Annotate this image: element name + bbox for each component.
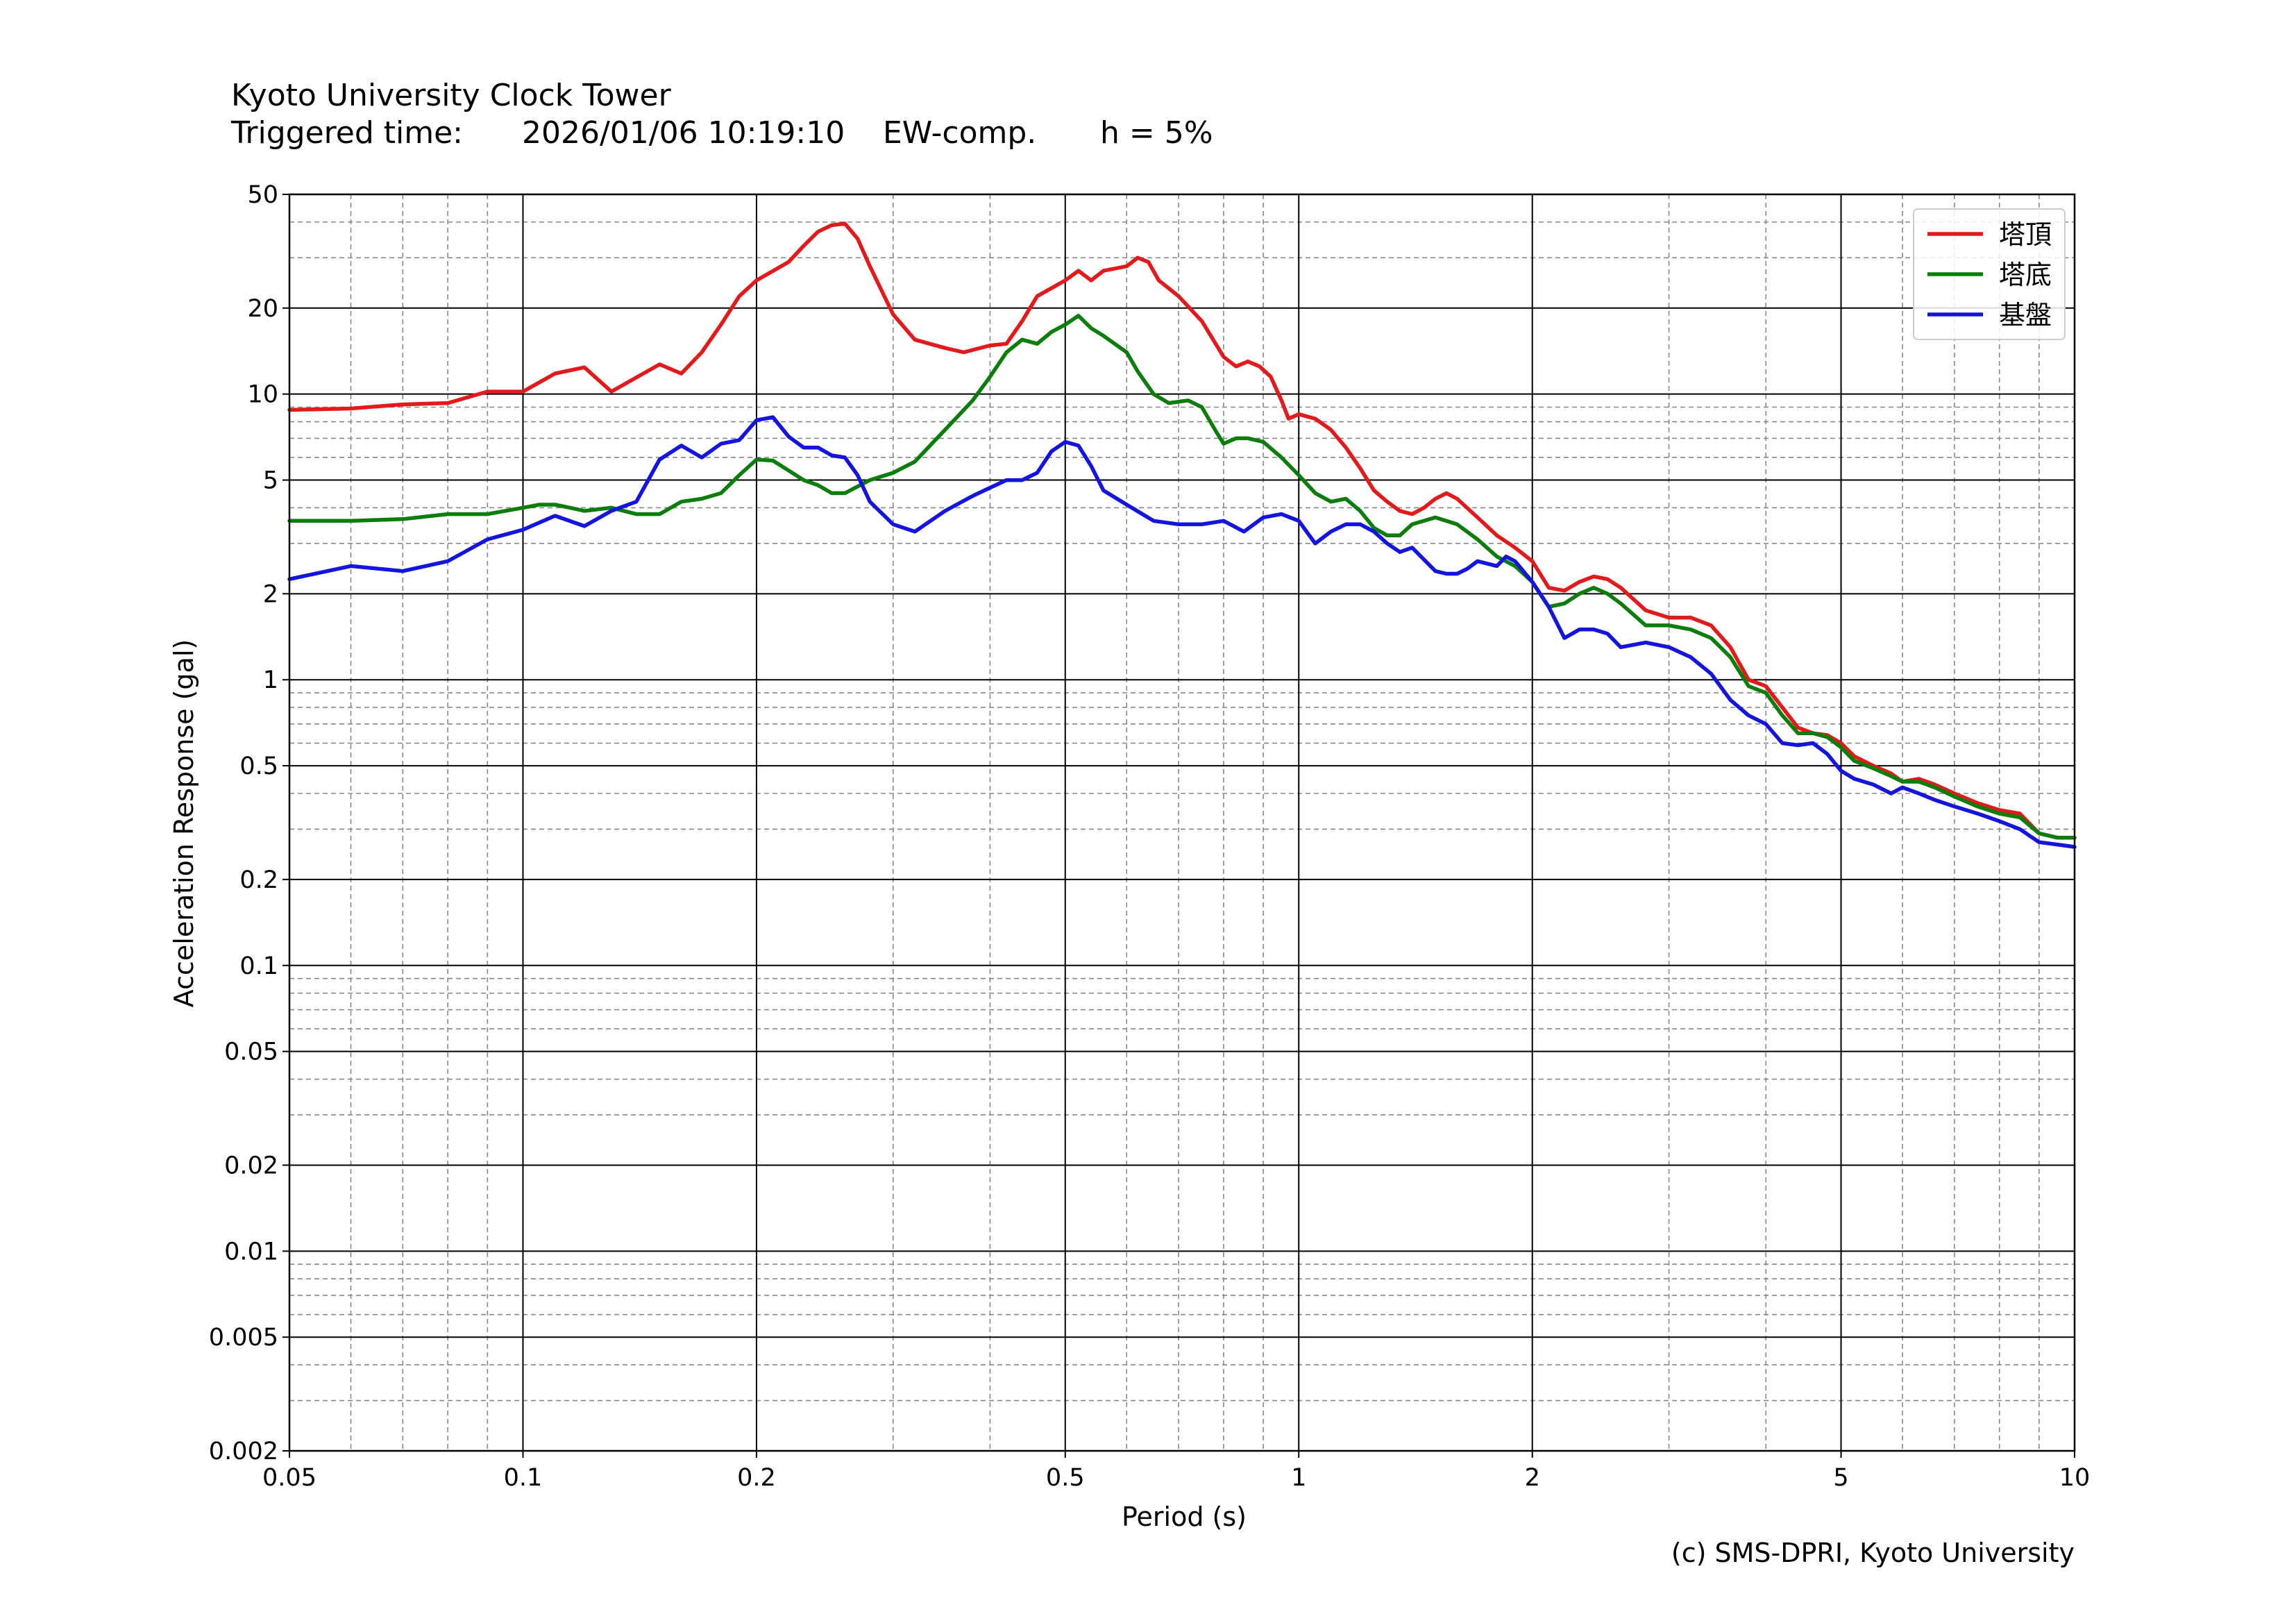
y-tick-label: 0.02: [224, 1152, 278, 1179]
y-tick-label: 0.05: [224, 1038, 278, 1066]
credit-text: (c) SMS-DPRI, Kyoto University: [1671, 1538, 2075, 1568]
y-tick-label: 0.01: [224, 1238, 278, 1265]
series-line-1: [287, 221, 2077, 840]
triggered-time: 2026/01/06 10:19:10: [522, 115, 845, 151]
component-label: EW-comp.: [883, 115, 1036, 151]
x-tick-label: 1: [1291, 1464, 1306, 1492]
legend-label-2: 塔底: [1999, 260, 2052, 290]
y-tick-label: 50: [247, 181, 278, 209]
y-tick-label: 0.002: [209, 1438, 278, 1465]
x-tick-label: 0.2: [737, 1464, 776, 1492]
y-tick-label: 5: [263, 467, 278, 495]
y-tick-label: 20: [247, 295, 278, 323]
y-axis-ticks: 0.002 0.005 0.01 0.02 0.05 0.1 0.2 0.5 1 2 5 10 20 50: [209, 181, 289, 1465]
x-axis-label: Period (s): [1122, 1502, 1247, 1532]
x-tick-label: 0.1: [504, 1464, 543, 1492]
y-tick-label: 1: [263, 666, 278, 694]
y-axis-label: Acceleration Response (gal): [169, 639, 199, 1007]
y-tick-label: 2: [263, 580, 278, 608]
y-tick-label: 0.2: [239, 866, 278, 894]
minor-gridlines: [289, 194, 2075, 1451]
y-tick-label: 0.5: [239, 752, 278, 780]
x-tick-label: 2: [1525, 1464, 1540, 1492]
y-tick-label: 0.005: [209, 1324, 278, 1352]
series-line-2: [287, 314, 2077, 840]
y-tick-label: 10: [247, 381, 278, 409]
x-tick-label: 5: [1833, 1464, 1848, 1492]
damping-label: h = 5%: [1100, 115, 1213, 151]
plot-frame: [288, 193, 2076, 1452]
x-tick-label: 0.5: [1046, 1464, 1085, 1492]
y-tick-label: 0.1: [239, 952, 278, 980]
legend-label-3: 基盤: [1999, 300, 2052, 330]
x-tick-label: 10: [2059, 1464, 2091, 1492]
legend-label-1: 塔頂: [1999, 219, 2052, 250]
triggered-label: Triggered time:: [230, 115, 463, 151]
x-tick-label: 0.05: [262, 1464, 316, 1492]
chart-title: Kyoto University Clock Tower: [231, 78, 672, 113]
series-lines: [287, 221, 2077, 849]
major-gridlines: [289, 194, 2075, 1451]
x-axis-ticks: 0.05 0.1 0.2 0.5 1 2 5 10: [262, 1451, 2090, 1492]
series-line-3: [287, 415, 2077, 849]
legend-box: [1913, 208, 2066, 340]
